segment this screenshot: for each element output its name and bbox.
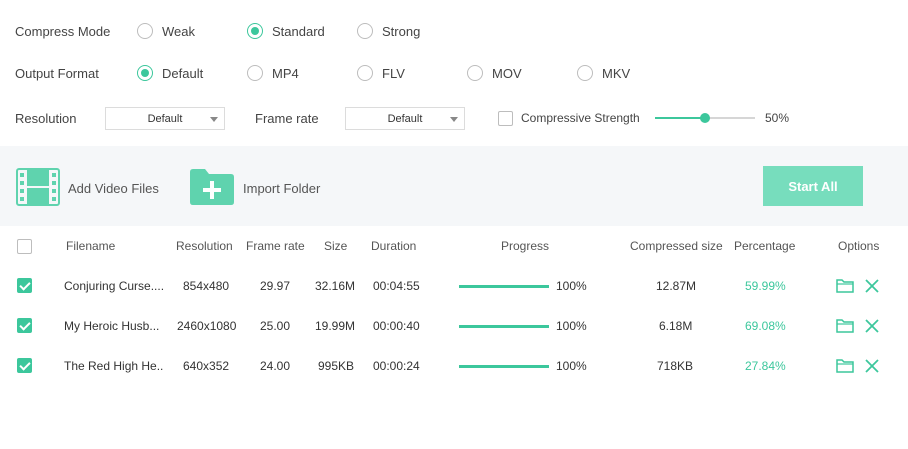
col-options: Options xyxy=(838,239,880,253)
folder-icon[interactable] xyxy=(836,318,854,337)
row-duration: 00:04:55 xyxy=(373,279,420,293)
frame-rate-select[interactable]: Default xyxy=(345,107,465,130)
row-resolution: 640x352 xyxy=(183,359,230,373)
col-duration: Duration xyxy=(371,239,417,253)
col-size: Size xyxy=(324,239,348,253)
folder-plus-icon xyxy=(189,168,235,209)
close-icon[interactable] xyxy=(865,359,879,376)
compress-mode-weak-label: Weak xyxy=(162,23,195,39)
row-duration: 00:00:24 xyxy=(373,359,420,373)
row-compressed-size: 12.87M xyxy=(656,279,697,293)
folder-icon[interactable] xyxy=(836,358,854,377)
frame-rate-select-value: Default xyxy=(387,112,423,125)
row-progress-label: 100% xyxy=(556,279,587,293)
resolution-label: Resolution xyxy=(15,111,77,126)
row-progress-label: 100% xyxy=(556,319,587,333)
compress-mode-strong-radio[interactable]: Strong xyxy=(357,23,420,39)
row-frame-rate: 25.00 xyxy=(260,319,291,333)
select-all-checkbox[interactable] xyxy=(17,239,32,254)
row-compressed-size: 718KB xyxy=(657,359,694,373)
chevron-down-icon xyxy=(210,117,218,122)
compress-mode-standard-label: Standard xyxy=(272,23,325,39)
col-progress: Progress xyxy=(501,239,550,253)
output-format-mp4-radio[interactable]: MP4 xyxy=(247,65,299,81)
frame-rate-label: Frame rate xyxy=(255,111,319,126)
chevron-down-icon xyxy=(450,117,458,122)
row-percentage: 69.08% xyxy=(745,319,786,333)
col-compressed-size: Compressed size xyxy=(630,239,723,253)
row-progress-bar xyxy=(459,285,549,288)
output-format-mkv-label: MKV xyxy=(602,65,631,81)
row-size: 32.16M xyxy=(315,279,356,293)
resolution-select[interactable]: Default xyxy=(105,107,225,130)
row-size: 995KB xyxy=(318,359,355,373)
start-all-button[interactable]: Start All xyxy=(763,166,863,206)
row-checkbox[interactable] xyxy=(17,358,32,373)
folder-icon[interactable] xyxy=(836,278,854,297)
slider-handle[interactable] xyxy=(700,113,710,123)
output-format-default-label: Default xyxy=(162,65,204,81)
close-icon[interactable] xyxy=(865,279,879,296)
row-compressed-size: 6.18M xyxy=(659,319,693,333)
col-percentage: Percentage xyxy=(734,239,796,253)
resolution-select-value: Default xyxy=(147,112,183,125)
output-format-mov-radio[interactable]: MOV xyxy=(467,65,522,81)
toolbar: Add Video Files Import Folder Start All xyxy=(0,146,908,226)
row-resolution: 2460x1080 xyxy=(177,319,237,333)
add-video-files-label: Add Video Files xyxy=(68,181,159,196)
row-filename: My Heroic Husb... xyxy=(64,319,160,333)
compress-mode-strong-label: Strong xyxy=(382,23,421,39)
row-frame-rate: 24.00 xyxy=(260,359,291,373)
compress-mode-label: Compress Mode xyxy=(15,24,111,39)
close-icon[interactable] xyxy=(865,319,879,336)
row-frame-rate: 29.97 xyxy=(260,279,291,293)
import-folder-button[interactable]: Import Folder xyxy=(189,168,320,209)
output-format-flv-radio[interactable]: FLV xyxy=(357,65,405,81)
row-size: 19.99M xyxy=(315,319,356,333)
compressive-strength-checkbox[interactable] xyxy=(498,111,513,126)
compress-mode-standard-radio[interactable]: Standard xyxy=(247,23,325,39)
slider-fill xyxy=(655,117,705,119)
output-format-default-radio[interactable]: Default xyxy=(137,65,203,81)
compressive-strength-slider[interactable] xyxy=(655,113,755,123)
row-filename: The Red High He... xyxy=(64,359,164,373)
row-checkbox[interactable] xyxy=(17,318,32,333)
row-percentage: 27.84% xyxy=(745,359,786,373)
output-format-mov-label: MOV xyxy=(492,65,522,81)
compressive-strength-value: 50% xyxy=(765,111,790,125)
col-filename: Filename xyxy=(66,239,116,253)
col-frame-rate: Frame rate xyxy=(246,239,305,253)
compressive-strength-label: Compressive Strength xyxy=(521,111,640,125)
col-resolution: Resolution xyxy=(176,239,233,253)
row-duration: 00:00:40 xyxy=(373,319,420,333)
row-checkbox[interactable] xyxy=(17,278,32,293)
row-progress-label: 100% xyxy=(556,359,587,373)
output-format-flv-label: FLV xyxy=(382,65,405,81)
row-resolution: 854x480 xyxy=(183,279,230,293)
film-icon xyxy=(16,168,60,209)
add-video-files-button[interactable]: Add Video Files xyxy=(16,168,159,209)
output-format-mp4-label: MP4 xyxy=(272,65,299,81)
row-filename: Conjuring Curse.... xyxy=(64,279,164,293)
row-percentage: 59.99% xyxy=(745,279,786,293)
output-format-mkv-radio[interactable]: MKV xyxy=(577,65,630,81)
row-progress-bar xyxy=(459,325,549,328)
output-format-label: Output Format xyxy=(15,66,99,81)
row-progress-bar xyxy=(459,365,549,368)
import-folder-label: Import Folder xyxy=(243,181,321,196)
compress-mode-weak-radio[interactable]: Weak xyxy=(137,23,195,39)
